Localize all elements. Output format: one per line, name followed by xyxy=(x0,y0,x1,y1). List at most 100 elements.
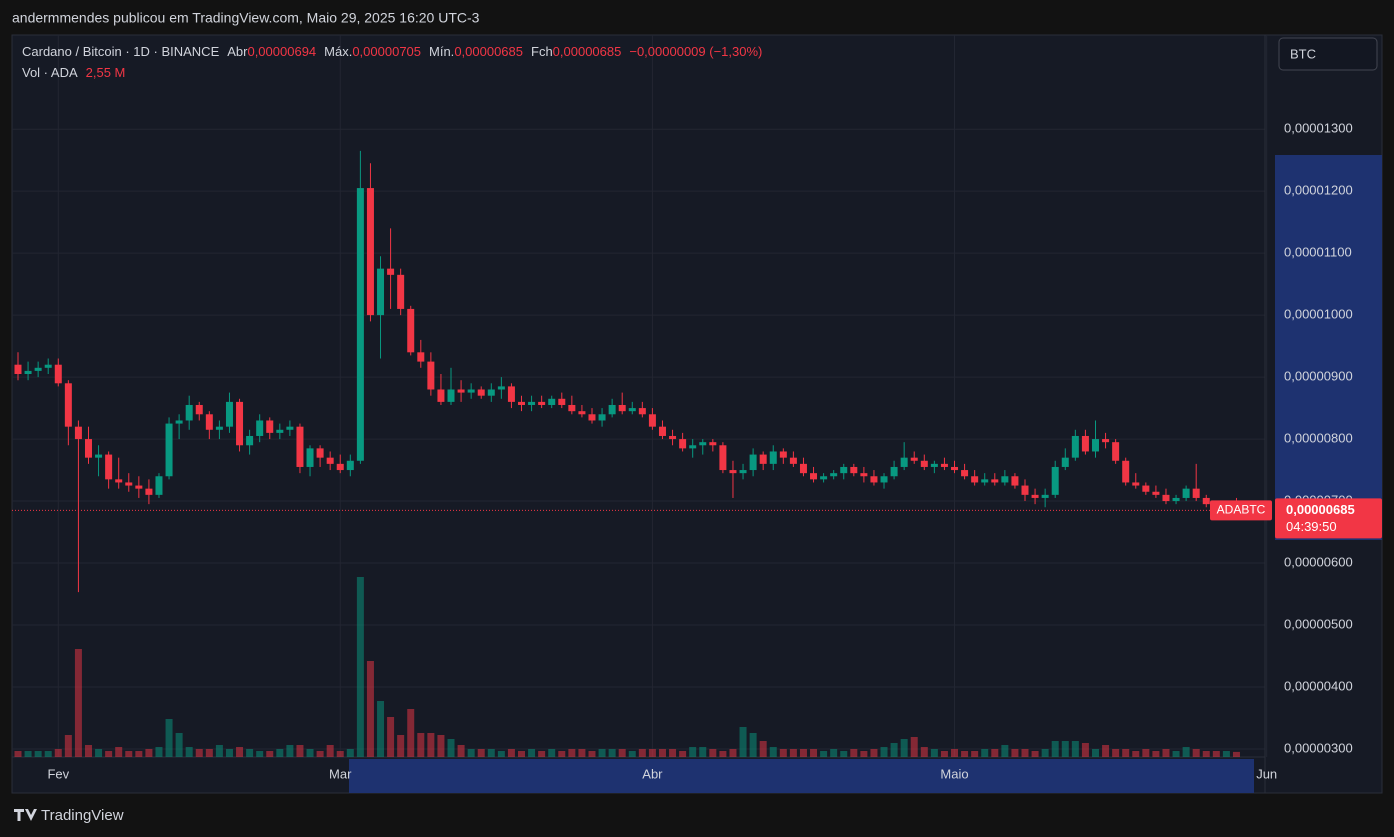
volume-bar xyxy=(588,751,596,757)
volume-bar xyxy=(1192,749,1200,757)
candle-body xyxy=(618,404,626,412)
currency-button[interactable] xyxy=(1278,37,1378,71)
volume-bar xyxy=(910,737,918,757)
volume-bar xyxy=(417,733,425,757)
price-tick-label: 0,00001100 xyxy=(1284,245,1352,260)
volume-bar xyxy=(920,747,928,757)
volume-bar xyxy=(1152,751,1160,757)
time-tick-label: Mar xyxy=(329,766,352,781)
volume-bar xyxy=(34,751,42,757)
candle-body xyxy=(940,463,948,467)
candle-body xyxy=(1061,457,1069,467)
price-tag-countdown: 04:39:50 xyxy=(1286,519,1337,534)
candle-body xyxy=(729,470,737,474)
volume-bar xyxy=(437,735,445,757)
volume-bar xyxy=(1061,741,1069,757)
candle-body xyxy=(1192,488,1200,498)
volume-bar xyxy=(689,747,697,757)
candle-body xyxy=(1091,439,1099,452)
candle-body xyxy=(286,426,294,430)
candle-body xyxy=(638,408,646,415)
volume-bar xyxy=(769,747,777,757)
currency-button-label[interactable]: BTC xyxy=(1290,46,1316,61)
volume-bar xyxy=(1132,751,1140,757)
volume-bar xyxy=(820,751,828,757)
candle-body xyxy=(447,389,455,402)
volume-bar xyxy=(518,751,525,757)
volume-header: Vol · ADA 2,55 M xyxy=(22,65,125,80)
volume-bar xyxy=(1162,749,1170,757)
candle-body xyxy=(487,389,495,396)
tradingview-logo: TradingView xyxy=(14,807,124,824)
volume-bar xyxy=(669,749,677,757)
volume-bar xyxy=(1172,751,1180,757)
candle-body xyxy=(1162,494,1170,502)
volume-bar xyxy=(1081,743,1089,757)
price-tick-label: 0,00001200 xyxy=(1284,183,1353,198)
candle-body xyxy=(709,442,717,446)
volume-bar xyxy=(598,749,606,757)
volume-bar xyxy=(377,701,385,757)
candle-body xyxy=(568,404,576,412)
candle-body xyxy=(44,364,52,368)
candle-body xyxy=(215,426,223,430)
candle-body xyxy=(74,426,82,440)
candle-body xyxy=(24,370,32,374)
volume-bar xyxy=(276,749,284,757)
volume-bar xyxy=(779,749,787,757)
volume-bar xyxy=(850,749,858,757)
candle-body xyxy=(588,414,596,421)
volume-bar xyxy=(356,577,364,757)
candle-body xyxy=(759,454,767,464)
candle-body xyxy=(437,389,445,402)
low-value: 0,00000685 xyxy=(454,44,523,59)
candle-body xyxy=(1051,466,1059,495)
candle-body xyxy=(1031,494,1039,498)
candle-body xyxy=(679,439,687,449)
candle-body xyxy=(860,473,868,477)
volume-bar xyxy=(900,739,908,757)
candle-body xyxy=(1152,491,1160,495)
volume-bar xyxy=(497,751,505,757)
candle-body xyxy=(1122,460,1130,483)
candle-body xyxy=(779,451,787,458)
volume-bar xyxy=(1112,749,1120,757)
volume-bar xyxy=(225,749,233,757)
candle-body xyxy=(1202,497,1210,505)
volume-bar xyxy=(95,749,103,757)
candle-body xyxy=(477,389,485,396)
candle-body xyxy=(689,445,697,449)
candle-body xyxy=(427,361,435,390)
volume-bar xyxy=(215,745,223,757)
volume-bar xyxy=(618,749,626,757)
volume-bar xyxy=(1051,741,1059,757)
volume-bar xyxy=(366,661,374,757)
candle-body xyxy=(326,457,334,464)
price-tick-label: 0,00000900 xyxy=(1284,369,1353,384)
candle-body xyxy=(1102,439,1110,443)
logo-text: TradingView xyxy=(41,807,124,824)
candle-body xyxy=(105,454,113,480)
candle-body xyxy=(296,426,304,467)
candle-body xyxy=(1011,476,1019,486)
candle-body xyxy=(669,435,677,440)
candle-body xyxy=(739,470,747,474)
volume-bar xyxy=(105,751,113,757)
volume-bar xyxy=(981,749,989,757)
candle-body xyxy=(457,389,465,393)
volume-bar xyxy=(145,749,153,757)
volume-bar xyxy=(467,749,475,757)
volume-bar xyxy=(860,751,868,757)
candle-body xyxy=(850,466,858,474)
candle-body xyxy=(548,398,556,405)
volume-bar xyxy=(749,733,757,757)
volume-bar xyxy=(880,747,888,757)
symbol-tag xyxy=(1210,500,1272,521)
candle-body xyxy=(276,429,284,433)
volume-bar xyxy=(1212,751,1220,757)
candle-body xyxy=(346,460,354,471)
symbol: Cardano / Bitcoin · 1D · BINANCE xyxy=(22,44,220,59)
volume-bar xyxy=(699,747,707,757)
volume-bar xyxy=(729,749,737,757)
candle-body xyxy=(195,404,203,415)
